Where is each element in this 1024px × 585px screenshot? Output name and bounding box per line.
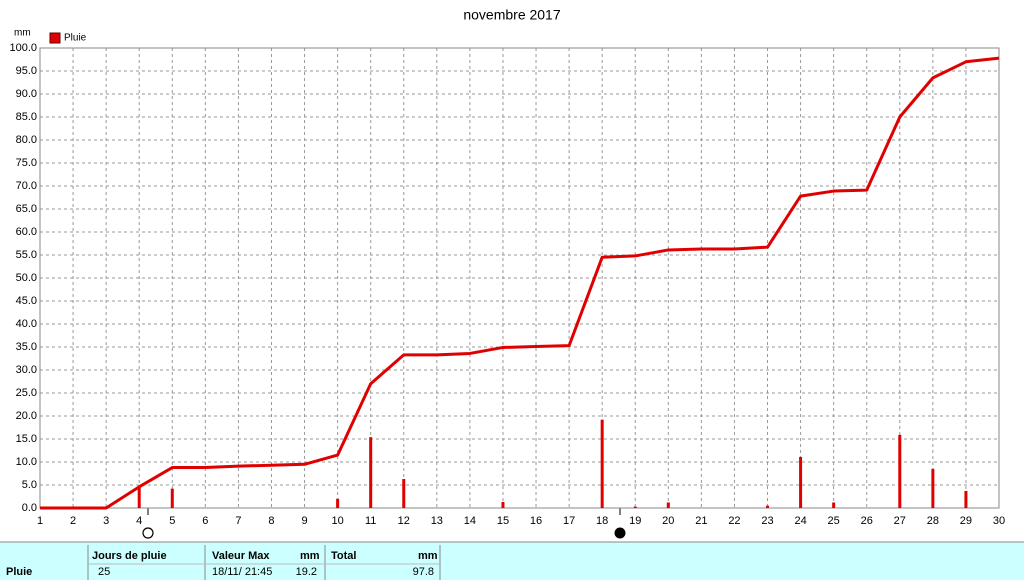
table-header: Total (331, 550, 356, 562)
legend-label: Pluie (64, 33, 87, 44)
bar (170, 488, 174, 508)
table-header: mm (300, 550, 320, 562)
x-tick-label: 29 (960, 515, 972, 527)
x-tick-label: 20 (662, 515, 674, 527)
x-tick-label: 7 (235, 515, 241, 527)
x-tick-label: 15 (497, 515, 509, 527)
x-tick-label: 18 (596, 515, 608, 527)
y-tick-label: 10.0 (16, 456, 37, 468)
bar (931, 468, 935, 508)
x-tick-label: 28 (927, 515, 939, 527)
line (40, 56, 1000, 510)
chart-title: novembre 2017 (463, 7, 561, 23)
y-tick-label: 5.0 (22, 479, 37, 491)
table-cell: 19.2 (296, 566, 317, 578)
moon-phase-icon (142, 527, 154, 539)
x-tick-label: 19 (629, 515, 641, 527)
x-tick-label: 4 (136, 515, 142, 527)
bar (799, 456, 803, 508)
y-tick-label: 95.0 (16, 65, 37, 77)
x-tick-label: 6 (202, 515, 208, 527)
bar (402, 479, 406, 508)
plot-border (39, 47, 1000, 509)
x-tick-label: 26 (861, 515, 873, 527)
table-cell: 97.8 (413, 566, 434, 578)
table-row-label: Pluie (6, 566, 32, 578)
y-tick-label: 65.0 (16, 203, 37, 215)
x-tick-label: 25 (828, 515, 840, 527)
x-tick-label: 16 (530, 515, 542, 527)
x-tick-label: 10 (331, 515, 343, 527)
bar (600, 419, 604, 508)
x-tick-label: 8 (268, 515, 274, 527)
y-tick-label: 45.0 (16, 295, 37, 307)
x-tick-label: 14 (464, 515, 476, 527)
x-tick-label: 3 (103, 515, 109, 527)
y-tick-label: 85.0 (16, 111, 37, 123)
x-tick-label: 5 (169, 515, 175, 527)
x-tick-label: 23 (761, 515, 773, 527)
x-tick-label: 21 (695, 515, 707, 527)
y-tick-label: 60.0 (16, 226, 37, 238)
bar (369, 437, 373, 508)
plot-area (39, 47, 1000, 509)
x-tick-label: 13 (431, 515, 443, 527)
y-axis-label: mm (14, 28, 31, 39)
bar (832, 502, 836, 508)
bar (898, 434, 902, 508)
y-tick-label: 35.0 (16, 341, 37, 353)
y-tick-label: 80.0 (16, 134, 37, 146)
table-background (0, 542, 1024, 580)
y-tick-label: 30.0 (16, 364, 37, 376)
table-cell: 25 (98, 566, 110, 578)
x-tick-label: 27 (894, 515, 906, 527)
bar (501, 502, 505, 508)
legend-swatch (49, 32, 61, 44)
x-tick-label: 22 (728, 515, 740, 527)
y-tick-label: 50.0 (16, 272, 37, 284)
y-tick-label: 15.0 (16, 433, 37, 445)
y-tick-label: 70.0 (16, 180, 37, 192)
x-tick-label: 1 (37, 515, 43, 527)
x-tick-label: 17 (563, 515, 575, 527)
x-tick-label: 9 (301, 515, 307, 527)
y-tick-label: 25.0 (16, 387, 37, 399)
y-tick-label: 20.0 (16, 410, 37, 422)
y-tick-label: 100.0 (9, 42, 37, 54)
bar (137, 486, 141, 508)
table-header: Valeur Max (212, 550, 270, 562)
table-cell: 18/11/ 21:45 (212, 566, 272, 578)
x-tick-label: 24 (794, 515, 806, 527)
moon-phase-icon (614, 527, 626, 539)
y-tick-label: 0.0 (22, 502, 37, 514)
table-header: mm (418, 550, 438, 562)
table-header: Jours de pluie (92, 550, 167, 562)
bar (336, 498, 340, 508)
y-tick-label: 90.0 (16, 88, 37, 100)
x-tick-label: 2 (70, 515, 76, 527)
x-tick-label: 11 (365, 515, 376, 527)
x-tick-label: 30 (993, 515, 1005, 527)
bar (633, 506, 637, 508)
y-tick-label: 55.0 (16, 249, 37, 261)
bar (964, 490, 968, 508)
bar (666, 502, 670, 508)
bar (766, 505, 770, 508)
x-tick-label: 12 (398, 515, 410, 527)
y-tick-label: 40.0 (16, 318, 37, 330)
y-tick-label: 75.0 (16, 157, 37, 169)
